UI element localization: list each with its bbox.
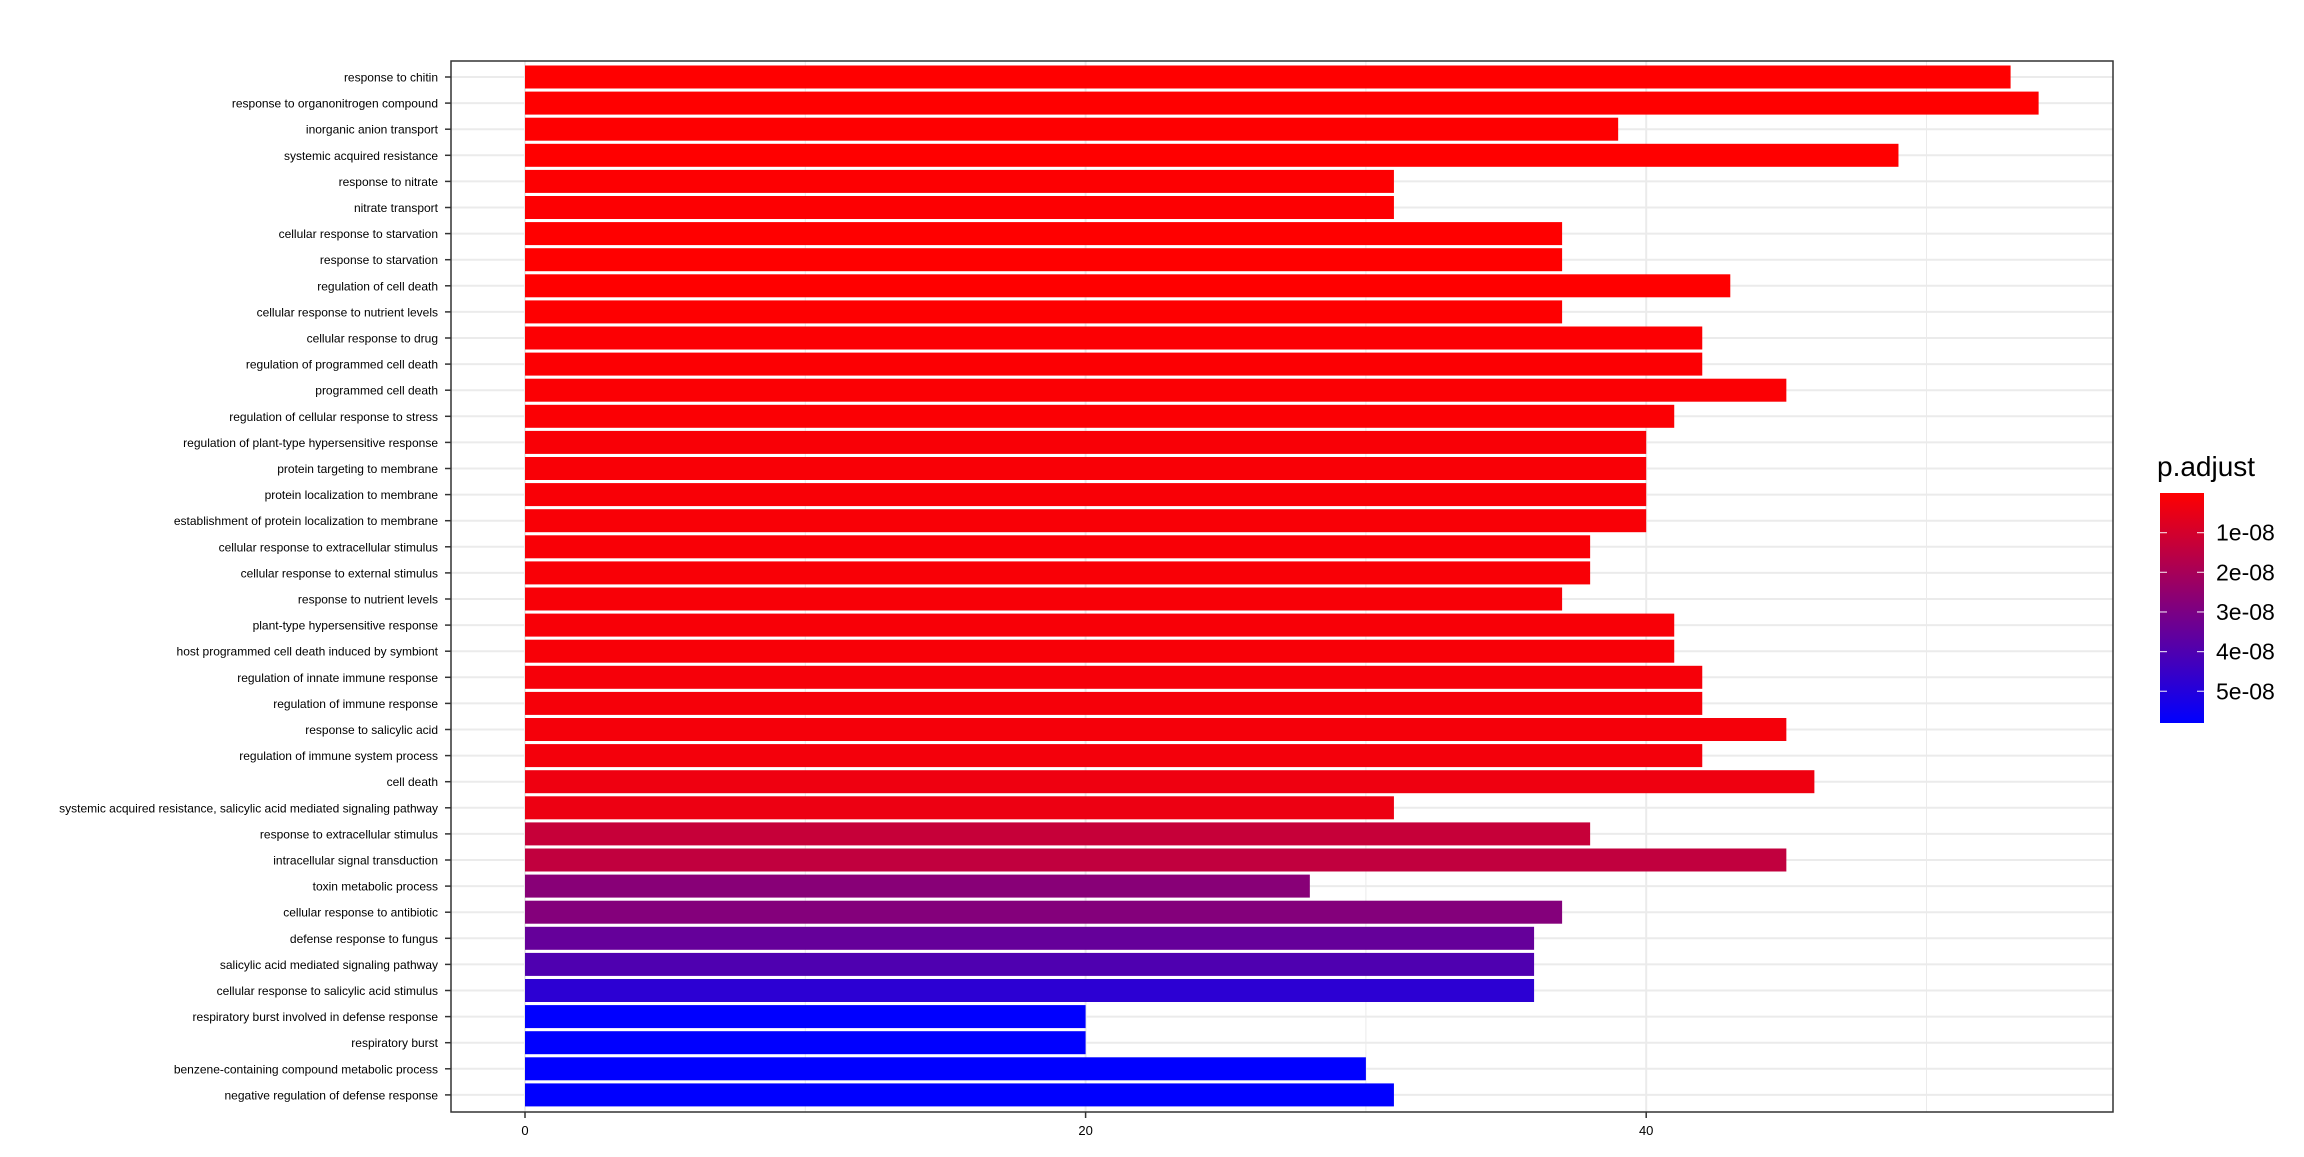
category-label: cellular response to drug xyxy=(307,332,438,346)
bar xyxy=(525,691,1703,715)
category-label: cellular response to starvation xyxy=(279,227,438,241)
bar xyxy=(525,1083,1394,1107)
category-label: response to salicylic acid xyxy=(305,723,438,737)
bar xyxy=(525,822,1591,846)
bar xyxy=(525,430,1647,454)
legend-label: 4e-08 xyxy=(2216,639,2275,665)
x-tick-label: 0 xyxy=(521,1123,528,1138)
category-label: plant-type hypersensitive response xyxy=(253,619,439,633)
category-label: intracellular signal transduction xyxy=(273,854,438,868)
bar xyxy=(525,117,1619,141)
bar xyxy=(525,535,1591,559)
category-label: host programmed cell death induced by sy… xyxy=(177,645,439,659)
legend-ticks: 1e-08 2e-08 3e-08 4e-08 5e-08 xyxy=(2160,520,2275,704)
bar xyxy=(525,848,1787,872)
bar xyxy=(525,613,1675,637)
bar xyxy=(525,1057,1366,1081)
legend-label: 1e-08 xyxy=(2216,520,2275,546)
bar xyxy=(525,979,1535,1002)
category-label: response to extracellular stimulus xyxy=(260,827,438,841)
bar xyxy=(525,952,1535,976)
category-label: cellular response to salicylic acid stim… xyxy=(217,984,438,998)
bar xyxy=(525,65,2011,89)
bar xyxy=(525,639,1675,663)
category-label: cellular response to extracellular stimu… xyxy=(219,540,438,554)
bar xyxy=(525,665,1703,689)
legend-label: 2e-08 xyxy=(2216,559,2275,585)
bar xyxy=(525,169,1394,193)
bar xyxy=(525,770,1815,794)
category-label: regulation of cell death xyxy=(317,279,438,293)
bar xyxy=(525,1031,1086,1055)
category-label: establishment of protein localization to… xyxy=(174,514,438,528)
bar xyxy=(525,874,1310,898)
bar xyxy=(525,1005,1086,1029)
category-label: regulation of immune system process xyxy=(239,749,438,763)
bar xyxy=(525,352,1703,376)
legend-label: 5e-08 xyxy=(2216,678,2275,704)
bar xyxy=(525,222,1563,246)
bar xyxy=(525,900,1563,924)
bar xyxy=(525,587,1563,611)
category-label: benzene-containing compound metabolic pr… xyxy=(174,1062,438,1076)
category-label: programmed cell death xyxy=(315,384,438,398)
category-label: systemic acquired resistance, salicylic … xyxy=(59,801,438,815)
legend-title: p.adjust xyxy=(2157,451,2255,482)
category-label: regulation of programmed cell death xyxy=(246,358,438,372)
category-label: defense response to fungus xyxy=(290,932,438,946)
category-label: regulation of plant-type hypersensitive … xyxy=(183,436,438,450)
bar xyxy=(525,509,1647,533)
category-label: regulation of cellular response to stres… xyxy=(229,410,438,424)
category-label: respiratory burst xyxy=(351,1036,438,1050)
category-label: cell death xyxy=(387,775,438,789)
bar xyxy=(525,483,1647,507)
category-label: response to chitin xyxy=(344,71,438,85)
category-label: nitrate transport xyxy=(354,201,439,215)
category-label: regulation of innate immune response xyxy=(237,671,438,685)
category-label: protein targeting to membrane xyxy=(277,462,438,476)
bar xyxy=(525,196,1394,219)
category-label: toxin metabolic process xyxy=(313,880,438,894)
color-legend: p.adjust 1e-08 2e-08 3e-08 4e-08 5e-08 xyxy=(2157,451,2275,723)
bars-layer xyxy=(525,65,2039,1107)
x-tick-label: 40 xyxy=(1639,1123,1653,1138)
plot-panel-border xyxy=(450,60,2114,1113)
bar xyxy=(525,378,1787,402)
category-label: respiratory burst involved in defense re… xyxy=(193,1010,439,1024)
bar xyxy=(525,248,1563,272)
category-label: inorganic anion transport xyxy=(306,123,439,137)
category-label: cellular response to nutrient levels xyxy=(257,305,438,319)
bar xyxy=(525,926,1535,950)
bar xyxy=(525,796,1394,820)
category-label: response to nutrient levels xyxy=(298,593,438,607)
category-label: response to organonitrogen compound xyxy=(232,97,438,111)
x-axis: 0 20 40 xyxy=(521,1112,1653,1138)
category-label: cellular response to antibiotic xyxy=(283,906,438,920)
bar xyxy=(525,457,1647,480)
category-label: systemic acquired resistance xyxy=(284,149,438,163)
category-label: response to starvation xyxy=(320,253,438,267)
legend-label: 3e-08 xyxy=(2216,599,2275,625)
bar xyxy=(525,718,1787,741)
category-label: salicylic acid mediated signaling pathwa… xyxy=(220,958,438,972)
bar xyxy=(525,744,1703,768)
category-label: regulation of immune response xyxy=(273,697,438,711)
bar xyxy=(525,91,2039,115)
bar xyxy=(525,326,1703,350)
bar xyxy=(525,274,1731,298)
x-tick-label: 20 xyxy=(1078,1123,1092,1138)
category-labels: response to chitin response to organonitr… xyxy=(59,71,451,1102)
category-label: negative regulation of defense response xyxy=(225,1088,439,1102)
category-label: cellular response to external stimulus xyxy=(241,566,438,580)
bar xyxy=(525,404,1675,428)
category-label: response to nitrate xyxy=(339,175,439,189)
bar xyxy=(525,561,1591,585)
legend-colorbar xyxy=(2160,493,2204,723)
bar xyxy=(525,143,1899,167)
bar xyxy=(525,300,1563,324)
category-label: protein localization to membrane xyxy=(265,488,439,502)
